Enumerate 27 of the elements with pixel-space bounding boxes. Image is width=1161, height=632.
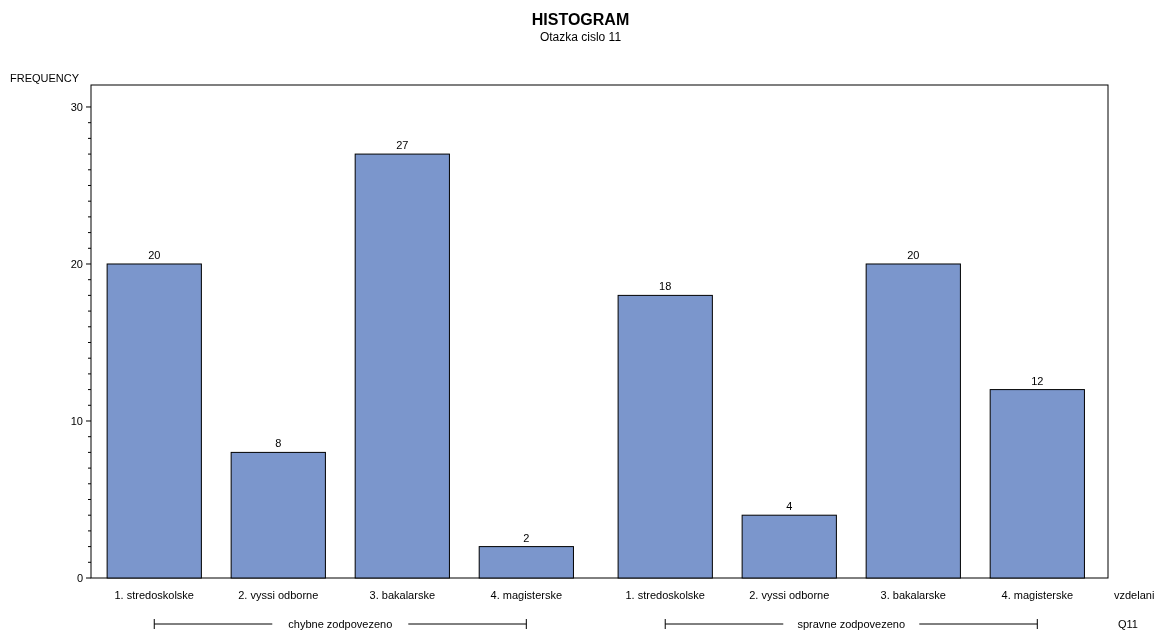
chart-title: HISTOGRAM — [531, 11, 630, 28]
y-tick-label: 30 — [70, 100, 83, 113]
x-tick-label: 1. stredoskolske — [114, 589, 194, 601]
text: Q11 — [1118, 617, 1138, 630]
x-tick-label: 4. magisterske — [490, 589, 563, 601]
data-label: 12 — [1031, 374, 1044, 387]
x-tick-label: 3. bakalarske — [369, 589, 436, 601]
x-tick-label: 3. bakalarske — [880, 589, 946, 601]
chart-subtitle: Otazka cislo 11 — [539, 30, 622, 44]
text: spravne zodpovezeno — [797, 617, 906, 630]
data-label: 4 — [786, 500, 793, 513]
y-tick-label: 10 — [70, 414, 83, 427]
y-tick-label: 0 — [76, 571, 83, 584]
data-label: 27 — [396, 139, 409, 152]
y-axis-title: FREQUENCY — [10, 72, 80, 84]
x-axis-title: vzdelani — [1114, 589, 1155, 601]
data-label: 2 — [523, 531, 530, 544]
data-label: 20 — [907, 248, 920, 261]
text: chybne zodpovezeno — [288, 617, 393, 630]
x-tick-label: 1. stredoskolske — [625, 589, 705, 601]
x-tick-label: 2. vyssi odborne — [238, 589, 319, 601]
y-tick-label: 20 — [70, 257, 83, 270]
x-tick-label: 2. vyssi odborne — [749, 589, 830, 601]
data-label: 20 — [148, 248, 161, 261]
data-label: 8 — [275, 437, 282, 450]
data-label: 18 — [659, 280, 672, 293]
x-tick-label: 4. magisterske — [1001, 589, 1074, 601]
